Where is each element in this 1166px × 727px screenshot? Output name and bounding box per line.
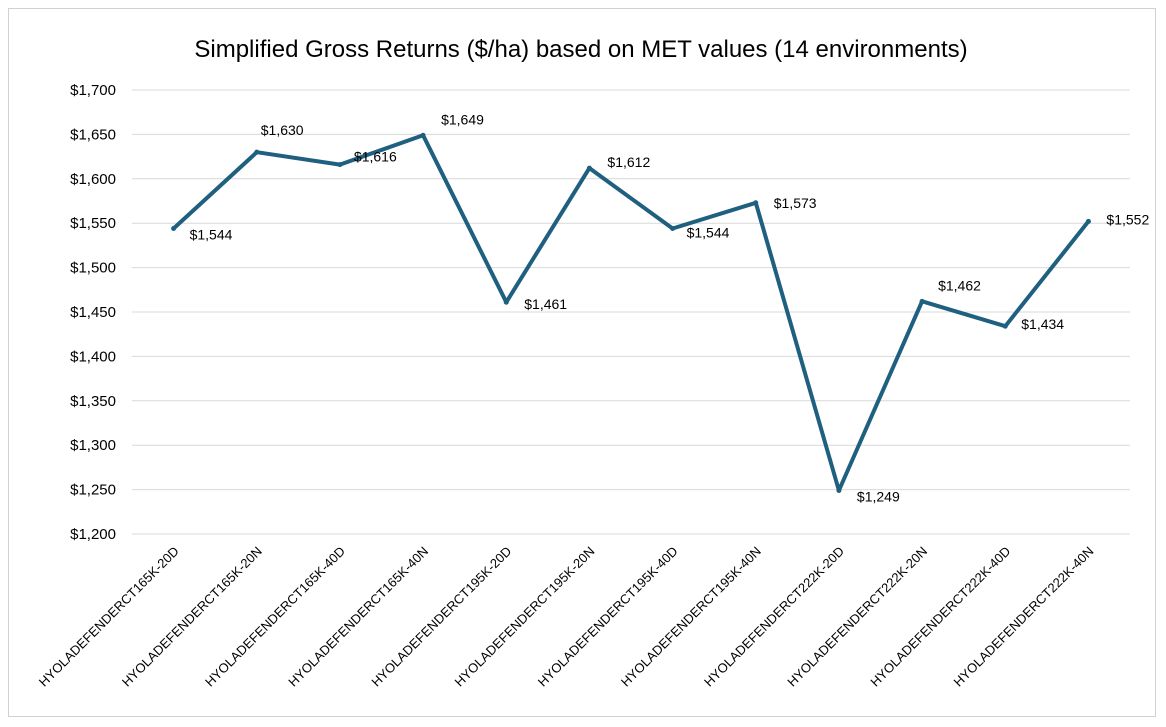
data-point bbox=[420, 132, 426, 138]
y-tick-label: $1,400 bbox=[70, 348, 116, 365]
x-tick-label: HYOLADEFENDERCT195K-20N bbox=[452, 544, 598, 690]
y-tick-label: $1,250 bbox=[70, 482, 116, 499]
x-tick-label: HYOLADEFENDERCT165K-40N bbox=[285, 544, 431, 690]
data-label: $1,544 bbox=[687, 225, 730, 241]
data-point bbox=[171, 226, 177, 232]
chart-frame bbox=[8, 8, 1156, 717]
y-tick-label: $1,500 bbox=[70, 260, 116, 277]
data-point bbox=[503, 299, 509, 305]
y-tick-label: $1,600 bbox=[70, 171, 116, 188]
data-point bbox=[919, 298, 925, 304]
data-label: $1,573 bbox=[774, 195, 817, 211]
data-point bbox=[254, 149, 260, 155]
data-label: $1,649 bbox=[441, 111, 484, 127]
x-tick-label: HYOLADEFENDERCT165K-20D bbox=[36, 544, 182, 690]
data-point bbox=[753, 200, 759, 206]
data-point bbox=[836, 487, 842, 493]
x-tick-label: HYOLADEFENDERCT222K-20N bbox=[784, 544, 930, 690]
x-tick-label: HYOLADEFENDERCT195K-40N bbox=[618, 544, 764, 690]
y-tick-label: $1,450 bbox=[70, 304, 116, 321]
data-label: $1,249 bbox=[857, 488, 900, 504]
x-tick-label: HYOLADEFENDERCT222K-40D bbox=[867, 544, 1013, 690]
y-axis-ticks: $1,200 $1,250 $1,300 $1,350 $1,400 $1,450 $1,5… bbox=[70, 82, 116, 543]
x-tick-label: HYOLADEFENDERCT195K-40D bbox=[535, 544, 681, 690]
y-tick-label: $1,200 bbox=[70, 526, 116, 543]
data-labels: $1,544 $1,630 $1,616 $1,649 $1,461 $1,612 $1,5… bbox=[190, 111, 1150, 504]
data-point bbox=[670, 226, 676, 232]
y-tick-label: $1,700 bbox=[70, 82, 116, 99]
data-label: $1,434 bbox=[1021, 316, 1064, 332]
chart-title: Simplified Gross Returns ($/ha) based on… bbox=[194, 36, 967, 63]
data-point bbox=[337, 162, 343, 168]
x-tick-label: HYOLADEFENDERCT222K-20D bbox=[701, 544, 847, 690]
data-label: $1,616 bbox=[354, 149, 397, 165]
data-point bbox=[1002, 323, 1008, 329]
data-label: $1,612 bbox=[607, 154, 650, 170]
data-label: $1,544 bbox=[190, 227, 233, 243]
data-label: $1,552 bbox=[1106, 211, 1149, 227]
y-tick-label: $1,550 bbox=[70, 215, 116, 232]
y-tick-label: $1,650 bbox=[70, 126, 116, 143]
y-tick-label: $1,300 bbox=[70, 437, 116, 454]
series-line bbox=[171, 133, 1091, 493]
x-tick-label: HYOLADEFENDERCT165K-40D bbox=[202, 544, 348, 690]
data-label: $1,630 bbox=[261, 122, 304, 138]
data-label: $1,462 bbox=[938, 277, 981, 293]
x-axis-ticks: HYOLADEFENDERCT165K-20DHYOLADEFENDERCT16… bbox=[36, 544, 1097, 690]
x-tick-label: HYOLADEFENDERCT165K-20N bbox=[119, 544, 265, 690]
y-tick-label: $1,350 bbox=[70, 393, 116, 410]
data-point bbox=[586, 165, 592, 171]
x-tick-label: HYOLADEFENDERCT195K-20D bbox=[368, 544, 514, 690]
series-layer bbox=[171, 132, 1091, 493]
data-label: $1,461 bbox=[524, 296, 567, 312]
x-tick-label: HYOLADEFENDERCT222K-40N bbox=[951, 544, 1097, 690]
data-point bbox=[1085, 218, 1091, 224]
